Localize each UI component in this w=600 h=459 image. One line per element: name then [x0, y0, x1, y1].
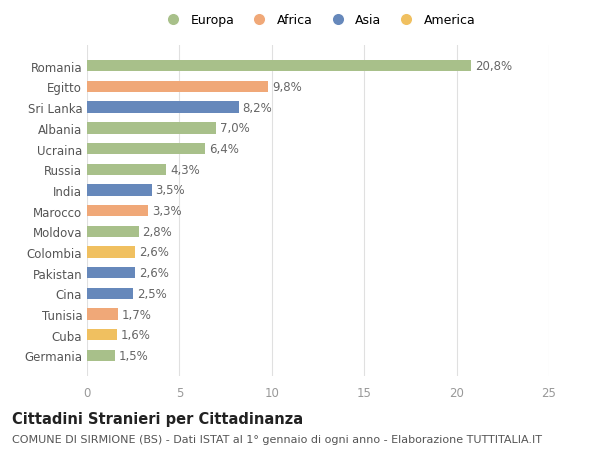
Text: 4,3%: 4,3%: [170, 163, 200, 176]
Text: 7,0%: 7,0%: [220, 122, 250, 135]
Bar: [87, 102, 239, 113]
Bar: [87, 330, 116, 341]
Text: 3,5%: 3,5%: [155, 184, 185, 197]
Bar: [87, 288, 133, 299]
Text: 1,7%: 1,7%: [122, 308, 152, 321]
Bar: [87, 226, 139, 237]
Text: Cittadini Stranieri per Cittadinanza: Cittadini Stranieri per Cittadinanza: [12, 411, 303, 426]
Bar: [87, 350, 115, 361]
Bar: [87, 123, 217, 134]
Legend: Europa, Africa, Asia, America: Europa, Africa, Asia, America: [155, 9, 481, 32]
Text: 3,3%: 3,3%: [152, 205, 181, 218]
Text: 2,6%: 2,6%: [139, 246, 169, 259]
Text: 8,2%: 8,2%: [242, 101, 272, 114]
Text: 1,5%: 1,5%: [118, 349, 148, 362]
Bar: [87, 144, 205, 155]
Text: 1,6%: 1,6%: [120, 329, 150, 341]
Bar: [87, 61, 472, 72]
Text: COMUNE DI SIRMIONE (BS) - Dati ISTAT al 1° gennaio di ogni anno - Elaborazione T: COMUNE DI SIRMIONE (BS) - Dati ISTAT al …: [12, 434, 542, 444]
Bar: [87, 82, 268, 93]
Bar: [87, 164, 166, 175]
Bar: [87, 309, 118, 320]
Text: 2,5%: 2,5%: [137, 287, 167, 300]
Text: 20,8%: 20,8%: [475, 60, 512, 73]
Bar: [87, 185, 152, 196]
Bar: [87, 206, 148, 217]
Bar: [87, 268, 135, 279]
Bar: [87, 247, 135, 258]
Text: 2,8%: 2,8%: [142, 225, 172, 238]
Text: 2,6%: 2,6%: [139, 267, 169, 280]
Text: 9,8%: 9,8%: [272, 81, 302, 94]
Text: 6,4%: 6,4%: [209, 143, 239, 156]
